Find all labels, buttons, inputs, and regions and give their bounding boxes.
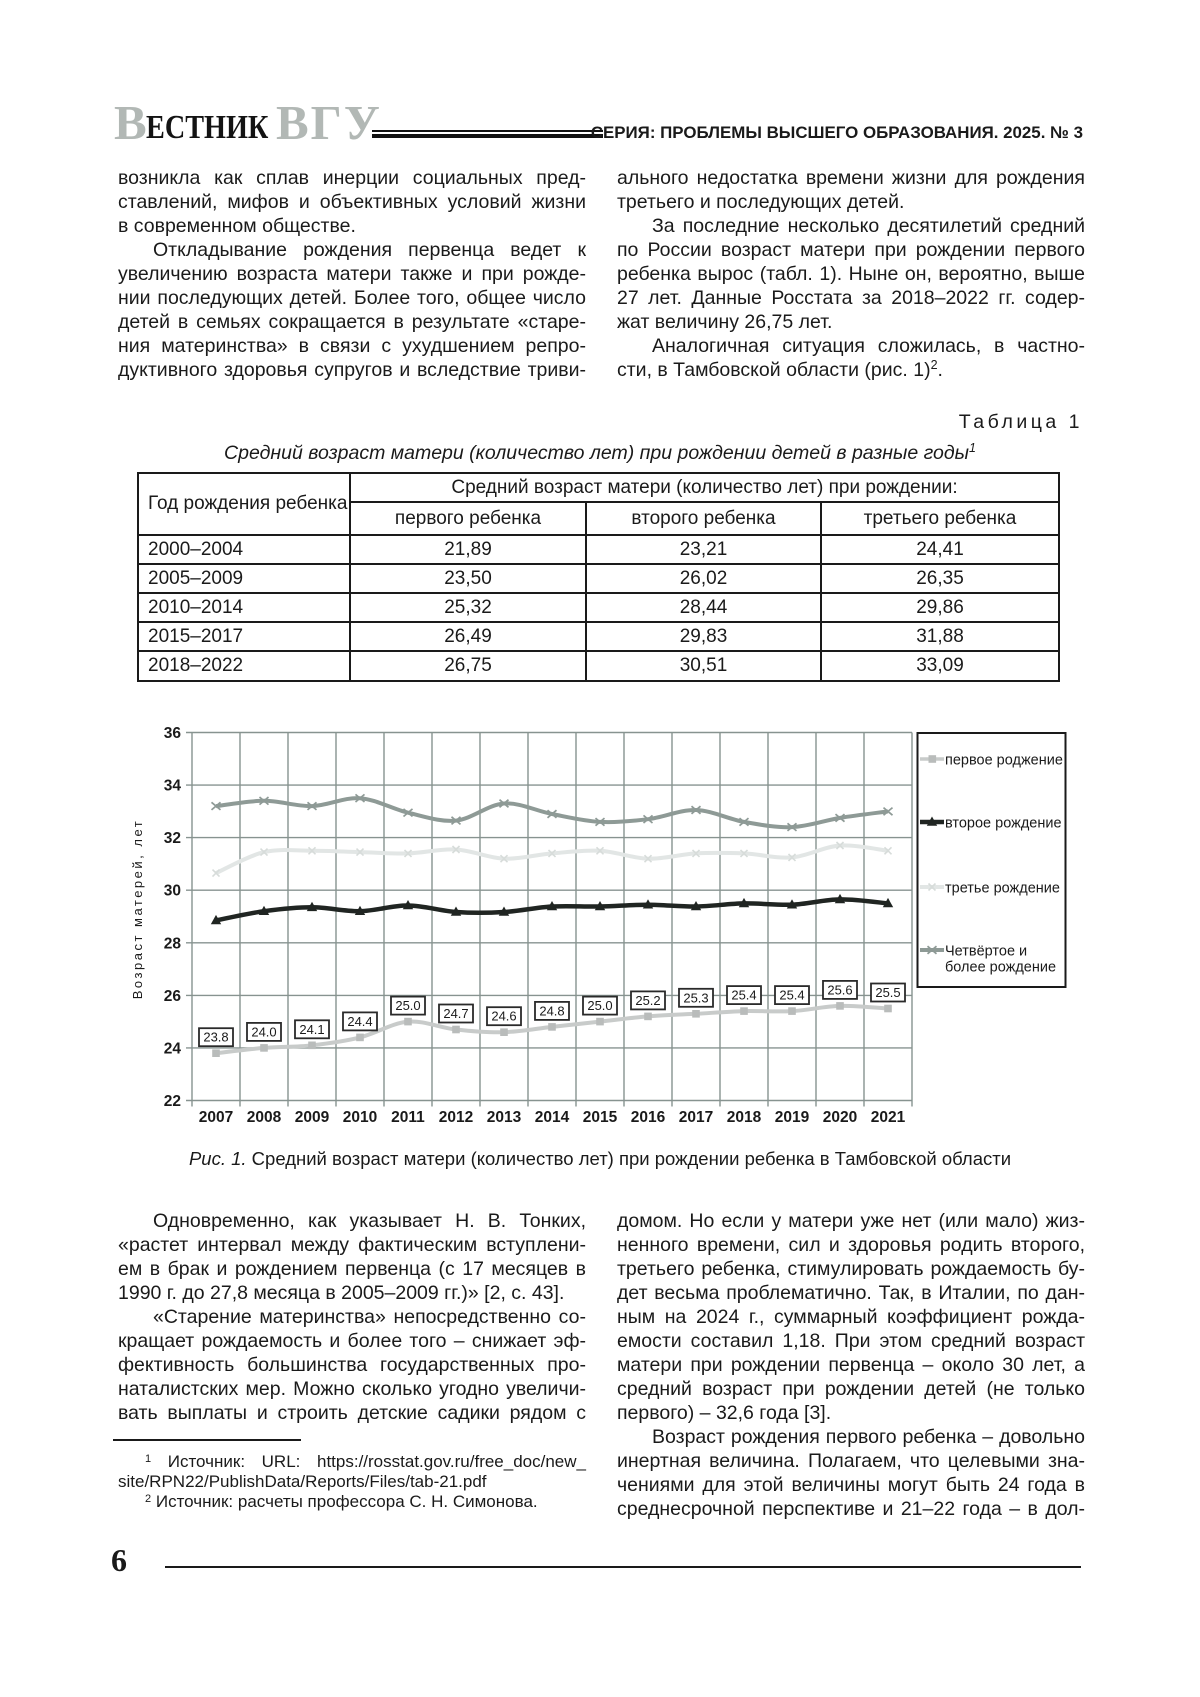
svg-text:2019: 2019 [775, 1109, 810, 1126]
svg-text:36: 36 [164, 725, 182, 742]
svg-text:24.1: 24.1 [299, 1022, 324, 1037]
svg-text:2008: 2008 [247, 1109, 282, 1126]
svg-text:34: 34 [164, 778, 182, 795]
svg-text:Четвёртое и: Четвёртое и [945, 944, 1027, 960]
svg-text:Возраст матерей, лет: Возраст матерей, лет [130, 819, 145, 999]
svg-text:2009: 2009 [295, 1109, 330, 1126]
svg-text:второе рождение: второе рождение [945, 816, 1062, 832]
svg-text:26: 26 [164, 988, 182, 1005]
svg-text:более рождение: более рождение [945, 960, 1056, 976]
svg-text:первое роджение: первое роджение [945, 753, 1063, 769]
svg-text:2010: 2010 [343, 1109, 377, 1126]
svg-text:2021: 2021 [871, 1109, 906, 1126]
svg-text:25.5: 25.5 [875, 985, 900, 1000]
svg-text:25.6: 25.6 [827, 982, 852, 997]
svg-text:24.7: 24.7 [443, 1006, 468, 1021]
svg-text:2013: 2013 [487, 1109, 522, 1126]
svg-text:25.4: 25.4 [731, 988, 756, 1003]
svg-text:28: 28 [164, 935, 182, 952]
svg-text:22: 22 [164, 1093, 181, 1110]
svg-text:30: 30 [164, 883, 181, 900]
svg-text:24.4: 24.4 [347, 1014, 372, 1029]
svg-text:2017: 2017 [679, 1109, 713, 1126]
svg-text:23.8: 23.8 [203, 1030, 228, 1045]
svg-text:24.0: 24.0 [251, 1024, 276, 1039]
svg-text:25.0: 25.0 [587, 998, 612, 1013]
svg-text:32: 32 [164, 830, 181, 847]
svg-text:2011: 2011 [391, 1109, 425, 1126]
svg-text:25.0: 25.0 [395, 998, 420, 1013]
svg-text:25.4: 25.4 [779, 988, 804, 1003]
svg-text:24.8: 24.8 [539, 1003, 564, 1018]
svg-text:третье рождение: третье рождение [945, 881, 1060, 897]
svg-text:25.3: 25.3 [683, 990, 708, 1005]
svg-text:24: 24 [164, 1040, 182, 1057]
svg-text:25.2: 25.2 [635, 993, 660, 1008]
svg-text:2007: 2007 [199, 1109, 233, 1126]
svg-text:2018: 2018 [727, 1109, 762, 1126]
svg-text:2014: 2014 [535, 1109, 570, 1126]
svg-text:2012: 2012 [439, 1109, 473, 1126]
svg-text:24.6: 24.6 [491, 1009, 516, 1024]
svg-text:2020: 2020 [823, 1109, 857, 1126]
svg-text:2016: 2016 [631, 1109, 666, 1126]
svg-text:2015: 2015 [583, 1109, 618, 1126]
